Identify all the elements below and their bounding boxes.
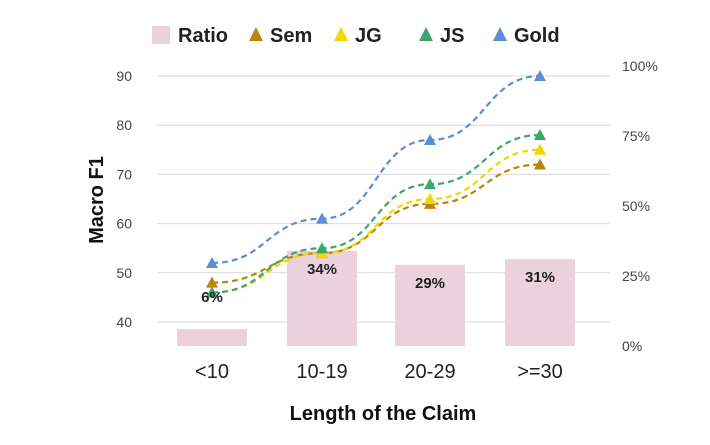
series-lines: 6% 34% 29% 31% — [201, 70, 555, 306]
series-point-gold — [206, 256, 218, 268]
series-point-sem — [534, 158, 546, 170]
series-point-js — [206, 286, 218, 298]
legend-marker-js — [419, 27, 433, 41]
x-tick-label: 20-29 — [404, 361, 455, 383]
series-point-js — [316, 242, 328, 254]
legend-label: Ratio — [178, 25, 228, 47]
ratio-bar — [287, 250, 357, 346]
bar-data-label: 6% — [201, 289, 223, 306]
y-axis-title: Macro F1 — [86, 156, 108, 244]
legend-swatch-ratio — [152, 26, 170, 44]
series-line-sem — [211, 163, 541, 284]
bar-data-label: 31% — [525, 269, 555, 286]
legend-label: Sem — [270, 25, 312, 47]
ratio-bar — [177, 329, 247, 346]
legend-marker-sem — [249, 27, 263, 41]
legend-marker-gold — [493, 27, 507, 41]
x-tick-label: 10-19 — [296, 361, 347, 383]
ratio-bars — [177, 250, 575, 346]
legend: Ratio Sem JG JS Gold — [152, 25, 560, 47]
x-tick-label: <10 — [195, 361, 229, 383]
series-point-gold — [534, 70, 546, 81]
y2-tick-label: 100% — [622, 58, 658, 74]
y2-tick-label: 50% — [622, 198, 650, 214]
series-line-jg — [211, 148, 541, 294]
y-tick-label: 90 — [116, 68, 132, 84]
y-tick-label: 70 — [116, 166, 132, 182]
series-point-gold — [316, 212, 328, 224]
y-tick-label: 80 — [116, 117, 132, 133]
ratio-bar — [395, 264, 465, 346]
legend-label: JG — [355, 25, 382, 47]
y-tick-label: 50 — [116, 265, 132, 281]
series-point-gold — [424, 133, 436, 145]
legend-marker-jg — [334, 27, 348, 41]
series-line-gold — [211, 74, 541, 265]
y2-tick-label: 75% — [622, 128, 650, 144]
axis-ticks: 40 50 60 70 80 90 0% 25% 50% 75% 100% <10 10-19 20-29… — [116, 58, 657, 383]
y2-tick-label: 25% — [622, 268, 650, 284]
series-point-js — [424, 178, 436, 190]
x-tick-label: >=30 — [517, 361, 563, 383]
y-tick-label: 40 — [116, 314, 132, 330]
series-line-js — [211, 133, 541, 294]
y-tick-label: 60 — [116, 216, 132, 232]
bar-data-label: 29% — [415, 275, 445, 292]
ratio-bar — [505, 259, 575, 346]
bar-data-label: 34% — [307, 261, 337, 278]
series-point-sem — [206, 276, 218, 288]
series-point-js — [534, 129, 546, 141]
series-point-jg — [424, 193, 436, 204]
legend-label: JS — [440, 25, 464, 47]
y2-tick-label: 0% — [622, 338, 642, 354]
x-axis-title: Length of the Claim — [290, 403, 477, 425]
legend-label: Gold — [514, 25, 560, 47]
series-point-jg — [534, 143, 546, 155]
